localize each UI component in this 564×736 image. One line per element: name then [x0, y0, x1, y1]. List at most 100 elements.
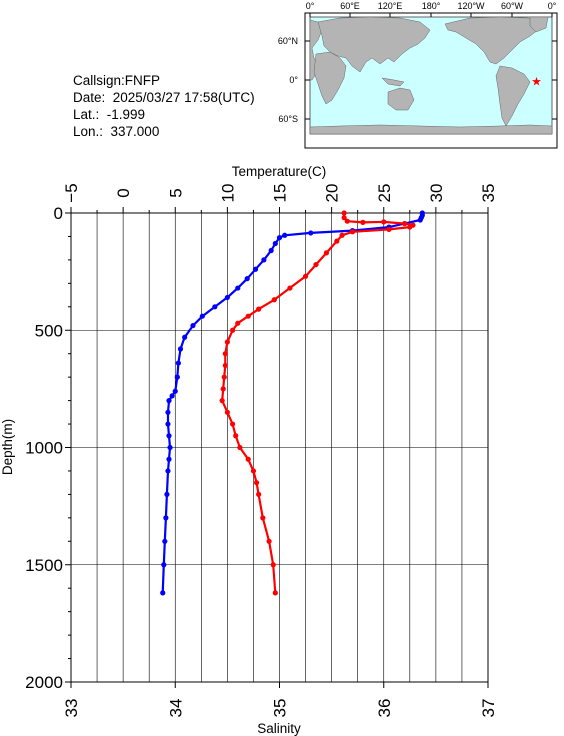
temperature-point [419, 210, 425, 216]
salinity-point [402, 220, 408, 227]
bottom-tick-label: 35 [271, 699, 290, 718]
temperature-point [175, 360, 181, 366]
temperature-point [165, 421, 171, 427]
map-label-eq: 0° [289, 75, 298, 85]
salinity-point [219, 398, 225, 404]
map-left-labels: 60°N 0° 60°S [278, 36, 299, 124]
temperature-point [244, 276, 250, 282]
salinity-point [224, 339, 230, 345]
temperature-point [164, 491, 170, 497]
salinity-point [224, 409, 230, 415]
land-north-america [444, 16, 541, 65]
temperature-point [166, 398, 172, 404]
temperature-point [308, 230, 314, 236]
salinity-point [245, 456, 251, 462]
temperature-point [172, 388, 178, 394]
salinity-point [222, 362, 228, 369]
salinity-point [256, 306, 262, 312]
y-tick-label: 1000 [25, 439, 63, 458]
salinity-point [229, 421, 236, 427]
top-tick-label: 15 [271, 184, 290, 203]
land-indonesia [381, 77, 405, 87]
top-tick-label: 25 [375, 184, 394, 203]
temperature-point [177, 346, 184, 352]
salinity-point [341, 210, 347, 216]
bottom-tick-label: 34 [166, 699, 185, 718]
salinity-point [407, 224, 413, 230]
salinity-point [245, 313, 251, 319]
temperature-point [418, 215, 424, 221]
temperature-point [272, 240, 278, 247]
temperature-point [419, 212, 425, 218]
y-tick-label: 500 [35, 321, 63, 340]
plot-frame [70, 212, 489, 683]
salinity-point [360, 219, 366, 225]
date-text: Date: 2025/03/27 17:58(UTC) [73, 90, 255, 105]
station-star-icon: ★ [531, 74, 542, 88]
temperature-point [212, 304, 218, 310]
top-tick-label: 20 [323, 184, 342, 203]
top-tick-label: 35 [479, 184, 498, 203]
map-label-60s: 60°S [278, 114, 298, 124]
map-label-60n: 60°N [278, 36, 298, 46]
world-map: 0° 60°E 120°E 180° 120°W 60°W 0° 60°N 0°… [278, 1, 558, 149]
temperature-point [163, 515, 169, 521]
salinity-point [349, 229, 356, 235]
temperature-point [417, 217, 423, 223]
salinity-point [410, 222, 416, 228]
map-label-0w: 0° [548, 1, 557, 11]
temperature-point [161, 562, 167, 568]
temperature-point [182, 334, 188, 340]
top-axis-title: Temperature(C) [232, 164, 327, 179]
temperature-point [169, 393, 175, 399]
salinity-point [271, 297, 277, 303]
salinity-point [313, 261, 319, 268]
y-tick-label: 2000 [25, 673, 63, 692]
top-tick-label: 30 [427, 184, 446, 203]
temperature-point [160, 590, 166, 596]
salinity-point [229, 327, 236, 333]
temperature-point [166, 456, 172, 462]
chart-ticks: 0 500 1000 1500 2000 −5 0 5 10 15 20 25 30 35 33 34 35 36… [25, 183, 498, 717]
map-land [309, 16, 553, 135]
temperature-point [349, 227, 356, 234]
bottom-tick-label: 37 [479, 699, 498, 718]
salinity-point [287, 285, 293, 291]
land-greenland [529, 16, 549, 33]
salinity-point [253, 480, 260, 486]
land-australia [387, 87, 415, 111]
temperature-point [252, 266, 259, 272]
top-tick-label: −5 [62, 183, 81, 202]
temperature-point [174, 374, 180, 380]
temperature-point [165, 409, 171, 415]
salinity-point [381, 219, 387, 225]
top-tick-label: 10 [218, 184, 237, 203]
map-label-180: 180° [422, 1, 441, 11]
salinity-point [260, 515, 266, 521]
map-label-120e: 120°E [378, 1, 403, 11]
salinity-point [344, 218, 350, 224]
top-tick-label: 0 [114, 188, 133, 197]
chart-grid [70, 212, 489, 683]
map-label-120w: 120°W [457, 1, 485, 11]
temperature-point [165, 468, 171, 474]
salinity-point [220, 386, 226, 392]
salinity-point [221, 374, 227, 380]
temperature-point [190, 322, 196, 329]
map-label-0e: 0° [306, 1, 315, 11]
salinity-point [272, 590, 278, 596]
temperature-point [282, 232, 288, 238]
bottom-tick-label: 33 [62, 699, 81, 718]
y-axis-title: Depth(m) [0, 419, 15, 475]
salinity-point [334, 238, 340, 244]
map-top-ticks [305, 13, 557, 120]
salinity-point [266, 538, 272, 544]
temperature-point [261, 257, 267, 263]
station-info: Callsign:FNFP Date: 2025/03/27 17:58(UTC… [73, 72, 255, 140]
salinity-point [341, 215, 347, 221]
latitude-text: Lat.: -1.999 [73, 107, 146, 122]
salinity-point [233, 433, 239, 439]
temperature-point [235, 285, 241, 291]
salinity-point [323, 250, 330, 256]
salinity-point [270, 562, 276, 568]
